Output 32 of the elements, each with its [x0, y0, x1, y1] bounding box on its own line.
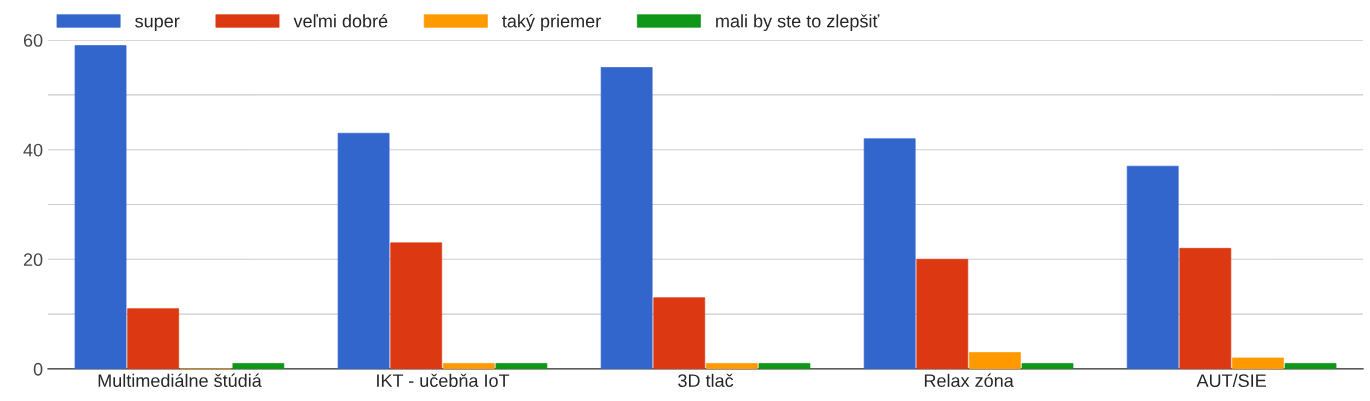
legend-label: taký priemer [502, 14, 601, 32]
bar [1021, 363, 1074, 369]
bar [758, 363, 811, 369]
bar [1126, 165, 1179, 369]
y-tick-label: 60 [23, 34, 43, 47]
x-tick-label: Multimediálne štúdiá [98, 373, 262, 388]
legend-label: mali by ste to zlepšiť [716, 14, 880, 32]
x-tick-label: IKT - učebňa IoT [377, 373, 510, 388]
bar [600, 67, 653, 369]
bar [705, 363, 758, 369]
bar [653, 297, 706, 369]
bar [863, 138, 916, 369]
legend-label: veľmi dobré [293, 14, 388, 28]
bar [390, 242, 443, 369]
bar [1232, 357, 1284, 369]
x-tick-label: AUT/SIE [1196, 373, 1266, 388]
bar [127, 308, 180, 369]
bar [969, 352, 1021, 369]
bar [232, 363, 285, 369]
bar [1179, 248, 1232, 369]
legend-label: super [135, 17, 180, 32]
y-tick-label: 0 [33, 362, 43, 376]
bar [337, 132, 390, 369]
y-tick-label: 20 [23, 253, 43, 267]
bar [495, 363, 548, 369]
x-tick-label: Relax zóna [924, 373, 1014, 388]
x-tick-label: 3D tlač [678, 373, 734, 388]
bar [74, 45, 127, 369]
bar [442, 363, 495, 369]
y-tick-label: 40 [23, 143, 43, 157]
bar [916, 258, 969, 369]
bar [1284, 363, 1337, 369]
